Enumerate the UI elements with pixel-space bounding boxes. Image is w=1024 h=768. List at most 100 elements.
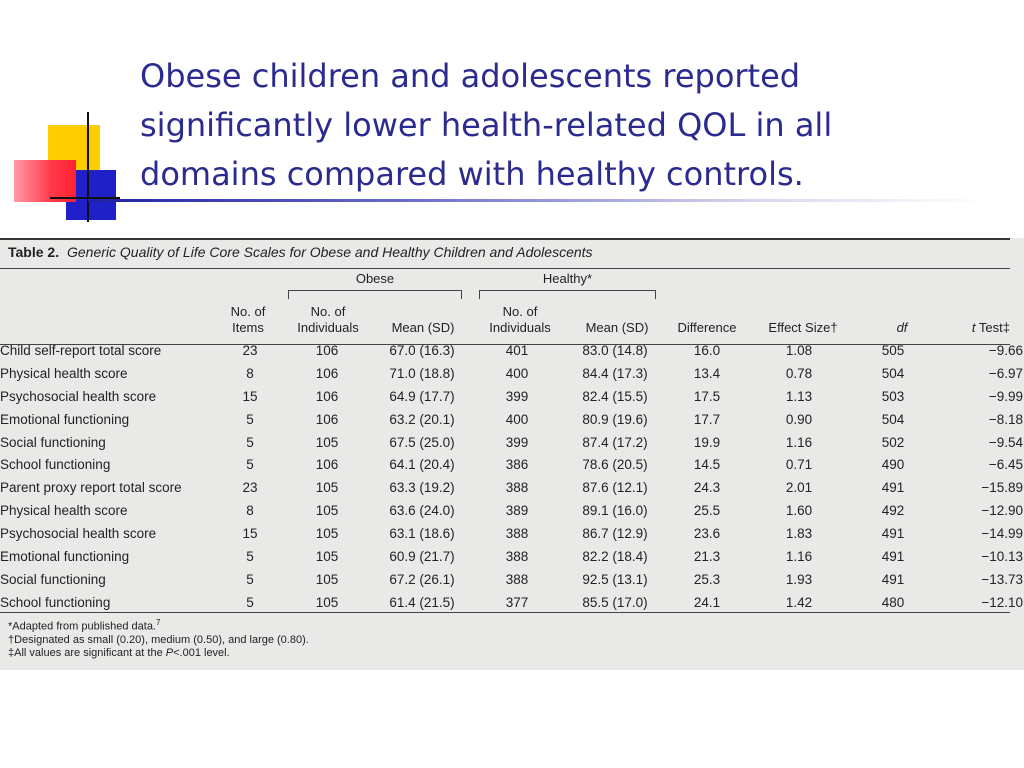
col-header-obese-n-line1: No. of <box>310 304 346 319</box>
cell-items: 8 <box>246 503 254 519</box>
cell-difference: 17.5 <box>693 388 721 404</box>
col-header-items: No. of Items <box>222 304 274 336</box>
table-row: Parent proxy report total score 23 105 63.3… <box>0 476 1023 499</box>
cell-items: 23 <box>242 342 258 358</box>
col-header-items-line1: No. of <box>230 304 266 319</box>
table-row: Child self-report total score 23 106 67.0 (… <box>0 339 1023 362</box>
cell-obese-n: 105 <box>315 571 339 587</box>
cell-df: 491 <box>881 548 905 564</box>
cell-t-test: −15.89 <box>981 480 1023 496</box>
cell-difference: 24.1 <box>693 594 721 610</box>
footnote-3-pre: ‡All values are significant at the <box>8 646 166 659</box>
cell-label: Parent proxy report total score <box>0 480 182 496</box>
cell-healthy-mean: 92.5 (13.1) <box>582 571 648 587</box>
cell-healthy-n: 401 <box>505 342 529 358</box>
cell-df: 502 <box>881 434 905 450</box>
cell-obese-mean: 61.4 (21.5) <box>389 594 455 610</box>
results-table-body: Child self-report total score 23 106 67.0 (… <box>0 339 1023 614</box>
cell-df: 491 <box>881 480 905 496</box>
cell-effect-size: 1.42 <box>785 594 813 610</box>
cell-healthy-n: 399 <box>505 388 529 404</box>
cell-label: Physical health score <box>0 503 128 519</box>
cell-obese-mean: 63.6 (24.0) <box>389 503 455 519</box>
cell-items: 5 <box>246 411 254 427</box>
cell-healthy-mean: 85.5 (17.0) <box>582 594 648 610</box>
cell-healthy-mean: 82.4 (15.5) <box>582 388 648 404</box>
cell-effect-size: 1.16 <box>785 434 813 450</box>
cell-t-test: −9.99 <box>988 388 1023 404</box>
table-image: Table 2. Generic Quality of Life Core Sc… <box>0 238 1024 670</box>
cell-effect-size: 1.60 <box>785 503 813 519</box>
table-row: Psychosocial health score 15 106 64.9 (17.7… <box>0 385 1023 408</box>
cell-difference: 13.4 <box>693 365 721 381</box>
cell-obese-n: 105 <box>315 434 339 450</box>
slide-title: Obese children and adolescents reported … <box>140 52 1000 199</box>
table-row: School functioning 5 105 61.4 (21.5) 377 85.5… <box>0 591 1023 614</box>
cell-obese-mean: 71.0 (18.8) <box>389 365 455 381</box>
title-line-1: Obese children and adolescents reported <box>140 57 801 95</box>
cell-df: 480 <box>881 594 905 610</box>
group-bracket-healthy <box>479 290 656 299</box>
cell-items: 15 <box>242 388 258 404</box>
cell-difference: 16.0 <box>693 342 721 358</box>
col-header-obese-n: No. of Individuals <box>286 304 370 336</box>
cell-items: 15 <box>242 526 258 542</box>
cell-obese-mean: 60.9 (21.7) <box>389 548 455 564</box>
cell-label: Emotional functioning <box>0 548 130 564</box>
title-line-3: domains compared with healthy controls. <box>140 155 804 193</box>
cell-healthy-mean: 82.2 (18.4) <box>582 548 648 564</box>
cell-obese-mean: 67.2 (26.1) <box>389 571 455 587</box>
col-header-items-line2: Items <box>232 320 264 335</box>
cell-effect-size: 0.71 <box>785 457 813 473</box>
cell-effect-size: 1.16 <box>785 548 813 564</box>
cell-healthy-n: 388 <box>505 526 529 542</box>
table-row: Social functioning 5 105 67.5 (25.0) 399 87.4… <box>0 431 1023 454</box>
cell-t-test: −13.73 <box>981 571 1023 587</box>
cell-obese-mean: 64.9 (17.7) <box>389 388 455 404</box>
cell-df: 492 <box>881 503 905 519</box>
cell-t-test: −9.66 <box>988 342 1023 358</box>
cell-obese-n: 106 <box>315 342 339 358</box>
cell-label: School functioning <box>0 594 111 610</box>
cell-healthy-n: 399 <box>505 434 529 450</box>
cell-difference: 19.9 <box>693 434 721 450</box>
cell-t-test: −9.54 <box>988 434 1023 450</box>
cell-effect-size: 0.78 <box>785 365 813 381</box>
table-caption: Table 2. Generic Quality of Life Core Sc… <box>8 244 593 260</box>
cell-items: 5 <box>246 571 254 587</box>
header-rule <box>0 344 1010 345</box>
col-header-t-suffix: Test‡ <box>975 320 1010 335</box>
footnote-1-text: *Adapted from published data. <box>8 620 156 633</box>
cell-difference: 23.6 <box>693 526 721 542</box>
caption-label: Table 2. <box>8 244 60 260</box>
cell-difference: 14.5 <box>693 457 721 473</box>
cell-obese-n: 105 <box>315 594 339 610</box>
col-header-healthy-n: No. of Individuals <box>478 304 562 336</box>
cell-obese-n: 106 <box>315 457 339 473</box>
group-bracket-obese <box>288 290 462 299</box>
cell-difference: 25.5 <box>693 503 721 519</box>
cell-label: Psychosocial health score <box>0 388 157 404</box>
cell-healthy-mean: 89.1 (16.0) <box>582 503 648 519</box>
footnote-1: *Adapted from published data.7 <box>8 616 309 634</box>
title-line-2: significantly lower health-related QOL i… <box>140 106 833 144</box>
cell-label: Child self-report total score <box>0 342 162 358</box>
cell-healthy-n: 388 <box>505 571 529 587</box>
cell-df: 490 <box>881 457 905 473</box>
caption-rule <box>0 268 1010 269</box>
cell-effect-size: 1.93 <box>785 571 813 587</box>
cell-items: 23 <box>242 480 258 496</box>
cell-effect-size: 0.90 <box>785 411 813 427</box>
cell-healthy-n: 400 <box>505 411 529 427</box>
cell-obese-mean: 64.1 (20.4) <box>389 457 455 473</box>
cell-obese-mean: 67.5 (25.0) <box>389 434 455 450</box>
cell-items: 5 <box>246 457 254 473</box>
table-row: School functioning 5 106 64.1 (20.4) 386 78.6… <box>0 453 1023 476</box>
title-underline <box>88 199 988 202</box>
footnote-3-post: <.001 level. <box>173 646 230 659</box>
cell-label: Emotional functioning <box>0 411 130 427</box>
cell-healthy-mean: 83.0 (14.8) <box>582 342 648 358</box>
cell-label: Social functioning <box>0 434 106 450</box>
cell-label: Social functioning <box>0 571 106 587</box>
col-header-effect-size: Effect Size† <box>768 320 838 335</box>
